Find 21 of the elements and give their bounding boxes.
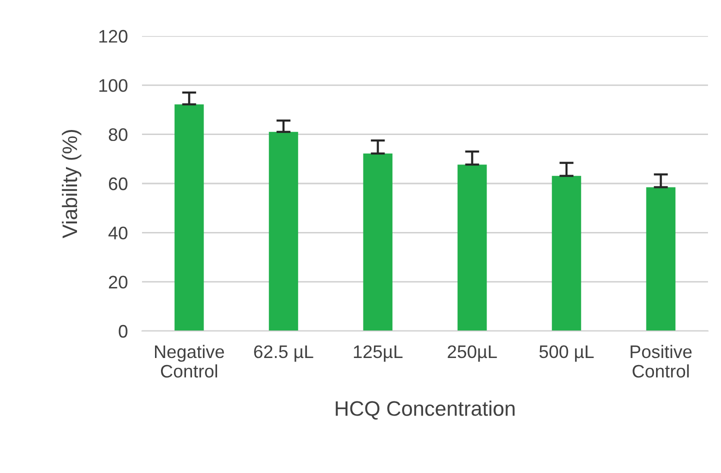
y-tick-label: 20 xyxy=(108,276,128,289)
bar xyxy=(268,132,298,331)
x-tick-label: 125µL xyxy=(354,345,403,362)
x-tick-label: 250µL xyxy=(448,345,497,362)
bar xyxy=(458,164,487,331)
bar xyxy=(552,176,582,331)
bar xyxy=(174,104,204,331)
y-tick-label: 120 xyxy=(99,30,128,43)
x-tick-label: Positive Control xyxy=(630,344,692,378)
y-tick-label: 60 xyxy=(108,177,128,190)
y-tick-label: 0 xyxy=(118,324,128,338)
x-tick-label: 62.5 µL xyxy=(254,345,314,362)
x-tick-label: Negative Control xyxy=(155,344,224,378)
y-tick-label: 40 xyxy=(108,226,128,240)
bar xyxy=(363,154,392,331)
x-axis-title: HCQ Concentration xyxy=(336,400,515,420)
bar xyxy=(646,187,676,331)
y-tick-label: 80 xyxy=(108,128,128,142)
y-axis-title: Viability (%) xyxy=(62,130,82,238)
x-tick-label: 500 µL xyxy=(539,345,594,362)
y-tick-label: 100 xyxy=(99,79,128,92)
